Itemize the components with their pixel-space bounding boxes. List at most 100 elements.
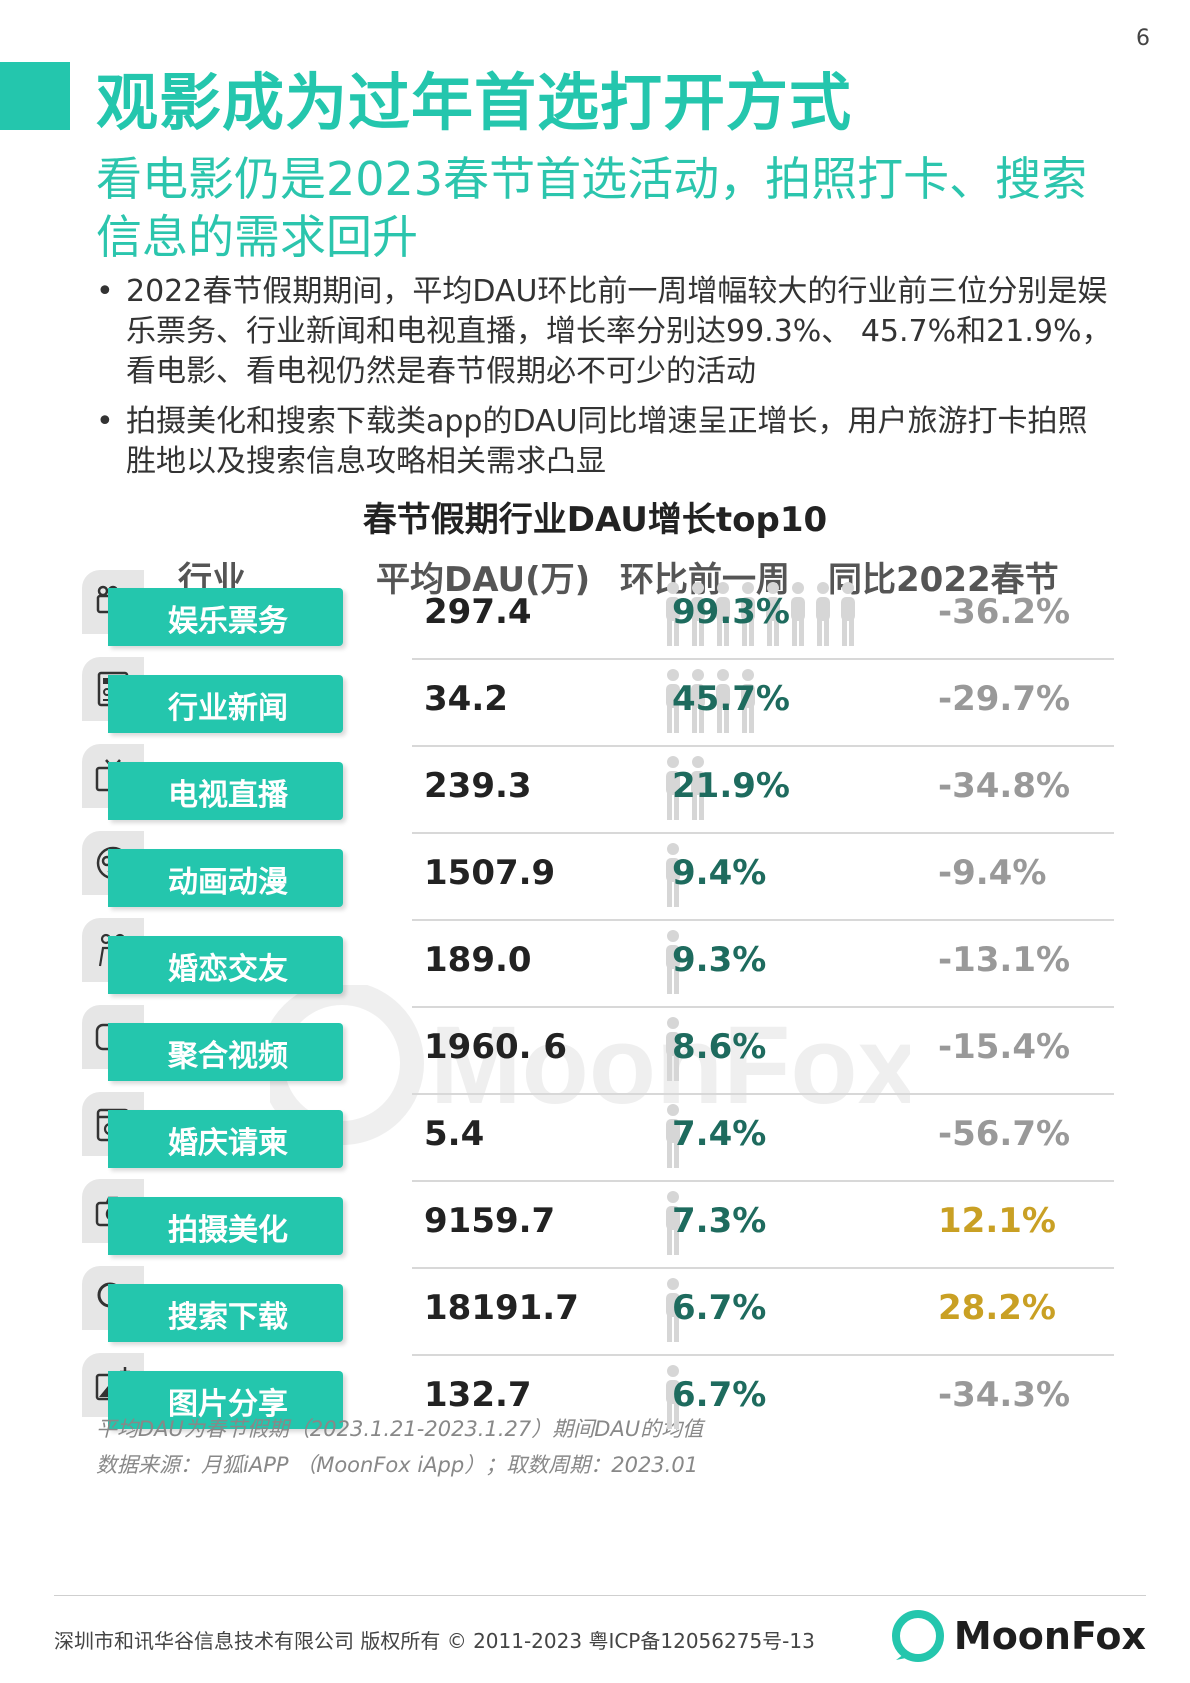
page-number: 6 <box>1136 26 1150 51</box>
avg-dau-value: 132.7 <box>424 1375 532 1415</box>
wow-growth-value: 21.9% <box>672 766 790 806</box>
bullet-dot: • <box>96 274 114 309</box>
wow-growth-figures <box>662 1102 684 1170</box>
wow-growth-value: 9.3% <box>672 940 767 980</box>
table-header: 行业 平均DAU(万) 环比前一周 同比2022春节 <box>0 552 1190 600</box>
wow-growth-value: 7.4% <box>672 1114 767 1154</box>
yoy-growth-value: -56.7% <box>938 1114 1071 1154</box>
industry-label: 婚庆请柬 <box>168 1126 288 1161</box>
table-row: 婚恋交友 189.0 9.3% -13.1% <box>0 918 1190 1008</box>
industry-label: 电视直播 <box>168 778 288 813</box>
header-avg-dau: 平均DAU(万) <box>376 560 591 600</box>
row-divider <box>412 1267 1114 1269</box>
bullet-text: 拍摄美化和搜索下载类app的DAU同比增速呈正增长，用户旅游打卡拍照胜地以及搜索… <box>126 404 1088 479</box>
avg-dau-value: 5.4 <box>424 1114 485 1154</box>
bullet-item: • 2022春节假期期间，平均DAU环比前一周增幅较大的行业前三位分别是娱乐票务、… <box>96 272 1116 392</box>
table-row: 动画动漫 1507.9 9.4% -9.4% <box>0 831 1190 921</box>
moonfox-logo-icon <box>891 1610 944 1662</box>
header-wow: 环比前一周 <box>620 560 790 600</box>
wow-growth-value: 7.3% <box>672 1201 767 1241</box>
wow-growth-figures <box>662 928 684 996</box>
industry-label: 拍摄美化 <box>168 1213 288 1248</box>
wow-growth-figures <box>662 580 859 648</box>
avg-dau-value: 1507.9 <box>424 853 556 893</box>
table-row: 娱乐票务 297.4 99.3% -36.2% <box>0 570 1190 660</box>
avg-dau-value: 34.2 <box>424 679 508 719</box>
row-divider <box>412 1006 1114 1008</box>
bullet-item: • 拍摄美化和搜索下载类app的DAU同比增速呈正增长，用户旅游打卡拍照胜地以及搜… <box>96 402 1116 482</box>
yoy-growth-value: -9.4% <box>938 853 1047 893</box>
bullet-dot: • <box>96 404 114 439</box>
industry-label: 婚恋交友 <box>168 952 288 987</box>
industry-label-box: 聚合视频 <box>108 1023 343 1081</box>
note-average: 平均DAU为春节假期（2023.1.21-2023.1.27）期间DAU的均值 <box>96 1417 704 1441</box>
yoy-growth-value: 12.1% <box>938 1201 1056 1241</box>
page-title: 观影成为过年首选打开方式 <box>96 66 853 139</box>
yoy-growth-value: -34.3% <box>938 1375 1071 1415</box>
table-row: 电视直播 239.3 21.9% -34.8% <box>0 744 1190 834</box>
wow-growth-figures <box>662 1276 684 1344</box>
row-divider <box>412 919 1114 921</box>
table-title: 春节假期行业DAU增长top10 <box>362 500 828 540</box>
row-divider <box>412 658 1114 660</box>
industry-label: 聚合视频 <box>168 1039 288 1074</box>
row-divider <box>412 1354 1114 1356</box>
row-divider <box>412 1093 1114 1095</box>
industry-label: 搜索下载 <box>168 1300 288 1335</box>
industry-label-box: 行业新闻 <box>108 675 343 733</box>
note-source: 数据来源：月狐iAPP （MoonFox iApp）；取数周期：2023.01 <box>96 1453 699 1477</box>
wow-growth-figures <box>662 667 759 735</box>
bullet-list: • 2022春节假期期间，平均DAU环比前一周增幅较大的行业前三位分别是娱乐票务、… <box>96 272 1116 492</box>
avg-dau-value: 1960. 6 <box>424 1027 568 1067</box>
avg-dau-value: 9159.7 <box>424 1201 556 1241</box>
wow-growth-value: 6.7% <box>672 1375 767 1415</box>
row-divider <box>412 745 1114 747</box>
wow-growth-value: 45.7% <box>672 679 790 719</box>
wow-growth-value: 6.7% <box>672 1288 767 1328</box>
industry-label: 动画动漫 <box>168 865 288 900</box>
industry-label-box: 搜索下载 <box>108 1284 343 1342</box>
yoy-growth-value: 28.2% <box>938 1288 1056 1328</box>
logo-text: MoonFox <box>953 1614 1146 1658</box>
yoy-growth-value: -29.7% <box>938 679 1071 719</box>
yoy-growth-value: -34.8% <box>938 766 1071 806</box>
industry-label-box: 电视直播 <box>108 762 343 820</box>
header-yoy: 同比2022春节 <box>828 560 1059 600</box>
wow-growth-value: 8.6% <box>672 1027 767 1067</box>
bullet-text: 2022春节假期期间，平均DAU环比前一周增幅较大的行业前三位分别是娱乐票务、行… <box>126 274 1112 389</box>
row-divider <box>412 1180 1114 1182</box>
wow-growth-value: 99.3% <box>672 592 790 632</box>
avg-dau-value: 297.4 <box>424 592 532 632</box>
industry-label-box: 婚恋交友 <box>108 936 343 994</box>
wow-growth-figures <box>662 1189 684 1257</box>
wow-growth-value: 9.4% <box>672 853 767 893</box>
industry-label-box: 拍摄美化 <box>108 1197 343 1255</box>
table-row: 聚合视频 1960. 6 8.6% -15.4% <box>0 1005 1190 1095</box>
industry-label: 行业新闻 <box>168 691 288 726</box>
industry-label-box: 动画动漫 <box>108 849 343 907</box>
industry-label-box: 娱乐票务 <box>108 588 343 646</box>
industry-label-box: 图片分享 <box>108 1371 343 1429</box>
title-accent-bar <box>0 62 70 130</box>
wow-growth-figures <box>662 1363 684 1431</box>
wow-growth-figures <box>662 754 709 822</box>
table-row: 行业新闻 34.2 45.7% -29.7% <box>0 657 1190 747</box>
yoy-growth-value: -15.4% <box>938 1027 1071 1067</box>
avg-dau-value: 239.3 <box>424 766 532 806</box>
table-row: 拍摄美化 9159.7 7.3% 12.1% <box>0 1179 1190 1269</box>
yoy-growth-value: -36.2% <box>938 592 1071 632</box>
industry-label: 娱乐票务 <box>168 604 288 639</box>
wow-growth-figures <box>662 1015 684 1083</box>
avg-dau-value: 18191.7 <box>424 1288 579 1328</box>
table-row: 搜索下载 18191.7 6.7% 28.2% <box>0 1266 1190 1356</box>
moonfox-logo: MoonFox <box>891 1610 1146 1662</box>
avg-dau-value: 189.0 <box>424 940 532 980</box>
wow-growth-figures <box>662 841 684 909</box>
table-row: 图片分享 132.7 6.7% -34.3% <box>0 1353 1190 1443</box>
industry-label-box: 婚庆请柬 <box>108 1110 343 1168</box>
industry-label: 图片分享 <box>168 1387 288 1422</box>
footer-copyright: 深圳市和讯华谷信息技术有限公司 版权所有 © 2011-2023 粤ICP备12… <box>54 1629 815 1653</box>
row-divider <box>412 832 1114 834</box>
page-subtitle: 看电影仍是2023春节首选活动，拍照打卡、搜索信息的需求回升 <box>96 152 1088 264</box>
yoy-growth-value: -13.1% <box>938 940 1071 980</box>
